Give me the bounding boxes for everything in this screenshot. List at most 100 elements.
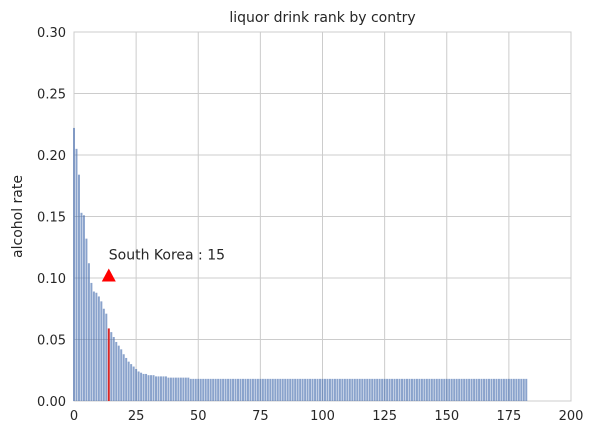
bar [120, 349, 123, 401]
bar [430, 378, 433, 401]
bar [105, 313, 108, 401]
bar [405, 378, 408, 401]
grid-lines [73, 31, 572, 402]
bar [470, 378, 473, 401]
bar [316, 378, 319, 401]
bar [264, 378, 267, 401]
bar [140, 372, 143, 401]
bar [321, 378, 324, 401]
bar [314, 378, 317, 401]
bar [299, 378, 302, 401]
bar [254, 378, 257, 401]
bar [274, 378, 277, 401]
bar [217, 378, 220, 401]
bar [241, 378, 244, 401]
bar [189, 378, 192, 401]
x-tick-label: 75 [252, 409, 269, 424]
bar [485, 378, 488, 401]
bar [209, 378, 212, 401]
bar [420, 378, 423, 401]
bar [192, 378, 195, 401]
bar [85, 238, 88, 401]
annotation-label: South Korea : 15 [109, 248, 225, 264]
bar [261, 378, 264, 401]
bar [505, 378, 508, 401]
bar [460, 378, 463, 401]
bar [341, 378, 344, 401]
bar [150, 375, 153, 401]
bar [497, 378, 500, 401]
x-tick-labels: 0 25 50 75 100 125 150 175 200 [70, 409, 584, 424]
bar [229, 378, 232, 401]
bar [145, 373, 148, 401]
bar [152, 375, 155, 401]
annotation-triangle-marker [101, 268, 116, 282]
bar [162, 376, 165, 401]
bar [386, 378, 389, 401]
bar [90, 282, 93, 401]
bar [130, 364, 133, 401]
x-tick-label: 100 [310, 409, 335, 424]
bar [294, 378, 297, 401]
bar [256, 378, 259, 401]
bar [333, 378, 336, 401]
bar [361, 378, 364, 401]
bar [510, 378, 513, 401]
bar [522, 378, 525, 401]
bar [450, 378, 453, 401]
bar [117, 345, 120, 401]
bar [502, 378, 505, 401]
bar [266, 378, 269, 401]
bar [182, 377, 185, 401]
bar [468, 378, 471, 401]
y-tick-label: 0.25 [37, 88, 66, 103]
bar [348, 378, 351, 401]
bar [232, 378, 235, 401]
bar [336, 378, 339, 401]
y-tick-label: 0.30 [37, 26, 66, 41]
bar [82, 215, 85, 401]
bar [155, 376, 157, 401]
bar [227, 378, 230, 401]
y-tick-labels: 0.00 0.05 0.10 0.15 0.20 0.25 0.30 [37, 26, 66, 410]
bar [343, 378, 346, 401]
bar [525, 378, 528, 401]
bar [197, 378, 200, 401]
bar [351, 378, 354, 401]
bar [179, 377, 182, 401]
highlight-bar [107, 328, 110, 401]
bar [167, 377, 170, 401]
bar [276, 378, 279, 401]
bar [174, 377, 177, 401]
bar [326, 378, 329, 401]
bar [331, 378, 334, 401]
chart-title: liquor drink rank by contry [229, 10, 415, 26]
bar [458, 378, 461, 401]
y-tick-label: 0.20 [37, 149, 66, 164]
bar [122, 354, 125, 401]
bar [142, 373, 145, 401]
bar [328, 378, 331, 401]
y-axis-label: alcohol rate [10, 175, 26, 258]
bars-group [73, 127, 528, 401]
bar [279, 378, 282, 401]
bar [483, 378, 486, 401]
bar [222, 378, 225, 401]
bar [398, 378, 401, 401]
bar [199, 378, 202, 401]
y-tick-label: 0.00 [37, 395, 66, 410]
bar [115, 341, 118, 401]
bar [368, 378, 371, 401]
bar [415, 378, 418, 401]
bar [490, 378, 493, 401]
bar [269, 378, 272, 401]
bar [453, 378, 456, 401]
bar [492, 378, 495, 401]
bar [480, 378, 483, 401]
bar [512, 378, 515, 401]
bar [425, 378, 428, 401]
bar [92, 291, 95, 401]
bar [495, 378, 498, 401]
bar [371, 378, 374, 401]
